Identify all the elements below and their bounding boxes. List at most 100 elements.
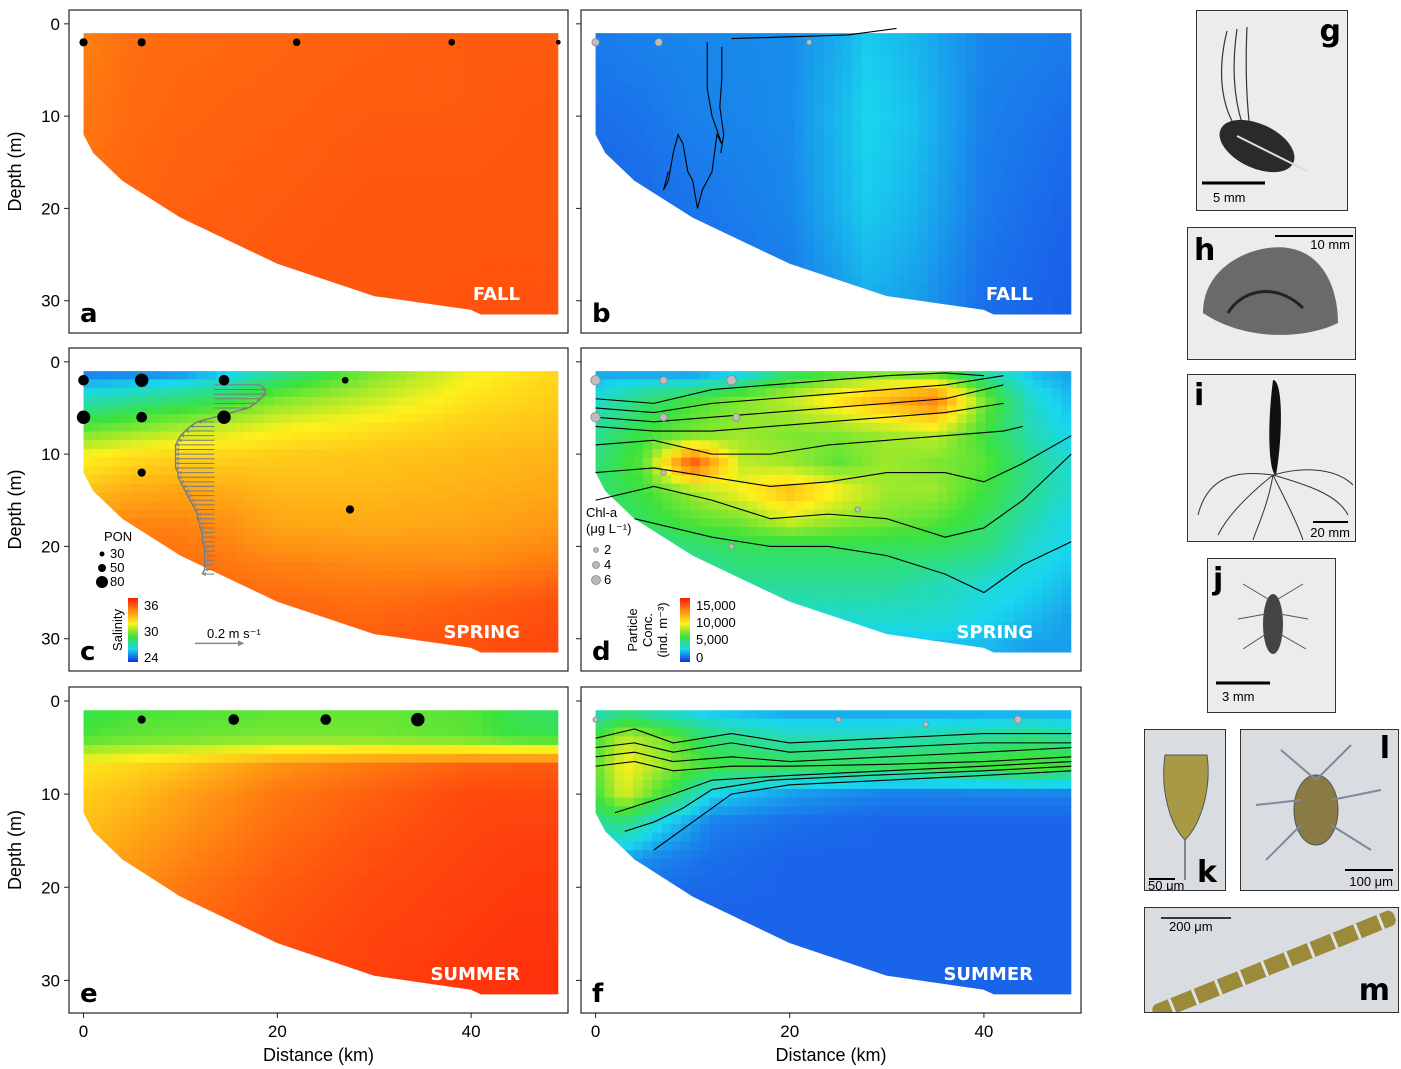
heatmap-cell <box>463 544 473 553</box>
heatmap-cell <box>359 241 369 250</box>
heatmap-cell <box>501 198 511 207</box>
heatmap-cell <box>444 466 454 475</box>
heatmap-cell <box>378 102 388 111</box>
heatmap-cell <box>681 128 691 137</box>
heatmap-cell <box>805 163 815 172</box>
heatmap-cell <box>881 128 891 137</box>
heatmap-cell <box>966 120 976 129</box>
heatmap-cell <box>444 579 454 588</box>
heatmap-cell <box>416 501 426 510</box>
heatmap-cell <box>985 59 995 68</box>
heatmap-cell <box>406 224 416 233</box>
heatmap-cell <box>311 371 321 380</box>
heatmap-cell <box>425 128 435 137</box>
heatmap-cell <box>473 102 483 111</box>
heatmap-cell <box>245 440 255 449</box>
heatmap-cell <box>435 172 445 181</box>
heatmap-cell <box>264 527 274 536</box>
heatmap-cell <box>340 475 350 484</box>
heatmap-cell <box>406 128 416 137</box>
heatmap-cell <box>492 423 502 432</box>
heatmap-cell <box>159 458 169 467</box>
heatmap-cell <box>378 146 388 155</box>
heatmap-cell <box>264 241 274 250</box>
heatmap-cell <box>747 137 757 146</box>
heatmap-cell <box>264 111 274 120</box>
heatmap-cell <box>169 536 179 545</box>
heatmap-cell <box>833 111 843 120</box>
heatmap-cell <box>662 180 672 189</box>
heatmap-cell <box>738 41 748 50</box>
heatmap-cell <box>159 484 169 493</box>
heatmap-cell <box>444 510 454 519</box>
heatmap-cell <box>1023 120 1033 129</box>
heatmap-cell <box>340 76 350 85</box>
heatmap-cell <box>273 180 283 189</box>
heatmap-cell <box>359 484 369 493</box>
heatmap-cell <box>387 50 397 59</box>
heatmap-cell <box>473 449 483 458</box>
heatmap-cell <box>919 267 929 276</box>
heatmap-cell <box>406 388 416 397</box>
heatmap-cell <box>1004 180 1014 189</box>
heatmap-cell <box>140 397 150 406</box>
heatmap-cell <box>292 189 302 198</box>
heatmap-cell <box>83 50 93 59</box>
heatmap-cell <box>624 94 634 103</box>
heatmap-cell <box>444 146 454 155</box>
heatmap-cell <box>368 33 378 42</box>
heatmap-cell <box>738 206 748 215</box>
heatmap-cell <box>824 154 834 163</box>
heatmap-cell <box>197 388 207 397</box>
heatmap-cell <box>511 432 521 441</box>
heatmap-cell <box>492 215 502 224</box>
heatmap-cell <box>947 250 957 259</box>
heatmap-cell <box>719 59 729 68</box>
heatmap-cell <box>473 406 483 415</box>
heatmap-cell <box>245 189 255 198</box>
heatmap-cell <box>767 180 777 189</box>
heatmap-cell <box>349 172 359 181</box>
heatmap-cell <box>454 597 464 606</box>
heatmap-cell <box>425 631 435 640</box>
heatmap-cell <box>520 59 530 68</box>
heatmap-cell <box>359 458 369 467</box>
heatmap-cell <box>947 259 957 268</box>
heatmap-cell <box>919 120 929 129</box>
heatmap-cell <box>330 94 340 103</box>
heatmap-cell <box>188 206 198 215</box>
heatmap-cell <box>482 259 492 268</box>
heatmap-cell <box>245 233 255 242</box>
heatmap-cell <box>995 146 1005 155</box>
heatmap-cell <box>719 68 729 77</box>
heatmap-cell <box>292 388 302 397</box>
heatmap-cell <box>121 154 131 163</box>
heatmap-cell <box>700 172 710 181</box>
heatmap-cell <box>492 458 502 467</box>
heatmap-cell <box>814 241 824 250</box>
heatmap-cell <box>482 224 492 233</box>
heatmap-cell <box>397 406 407 415</box>
heatmap-cell <box>435 562 445 571</box>
heatmap-cell <box>340 85 350 94</box>
heatmap-cell <box>283 406 293 415</box>
heatmap-cell <box>378 579 388 588</box>
heatmap-cell <box>406 146 416 155</box>
heatmap-cell <box>520 94 530 103</box>
heatmap-cell <box>824 241 834 250</box>
heatmap-cell <box>549 302 559 311</box>
heatmap-cell <box>178 137 188 146</box>
heatmap-cell <box>947 180 957 189</box>
heatmap-cell <box>966 41 976 50</box>
heatmap-cell <box>786 120 796 129</box>
heatmap-cell <box>795 120 805 129</box>
heatmap-cell <box>643 41 653 50</box>
heatmap-cell <box>530 137 540 146</box>
heatmap-cell <box>605 137 615 146</box>
heatmap-cell <box>492 501 502 510</box>
heatmap-cell <box>881 50 891 59</box>
heatmap-cell <box>387 146 397 155</box>
heatmap-cell <box>662 111 672 120</box>
heatmap-cell <box>302 137 312 146</box>
heatmap-cell <box>264 423 274 432</box>
